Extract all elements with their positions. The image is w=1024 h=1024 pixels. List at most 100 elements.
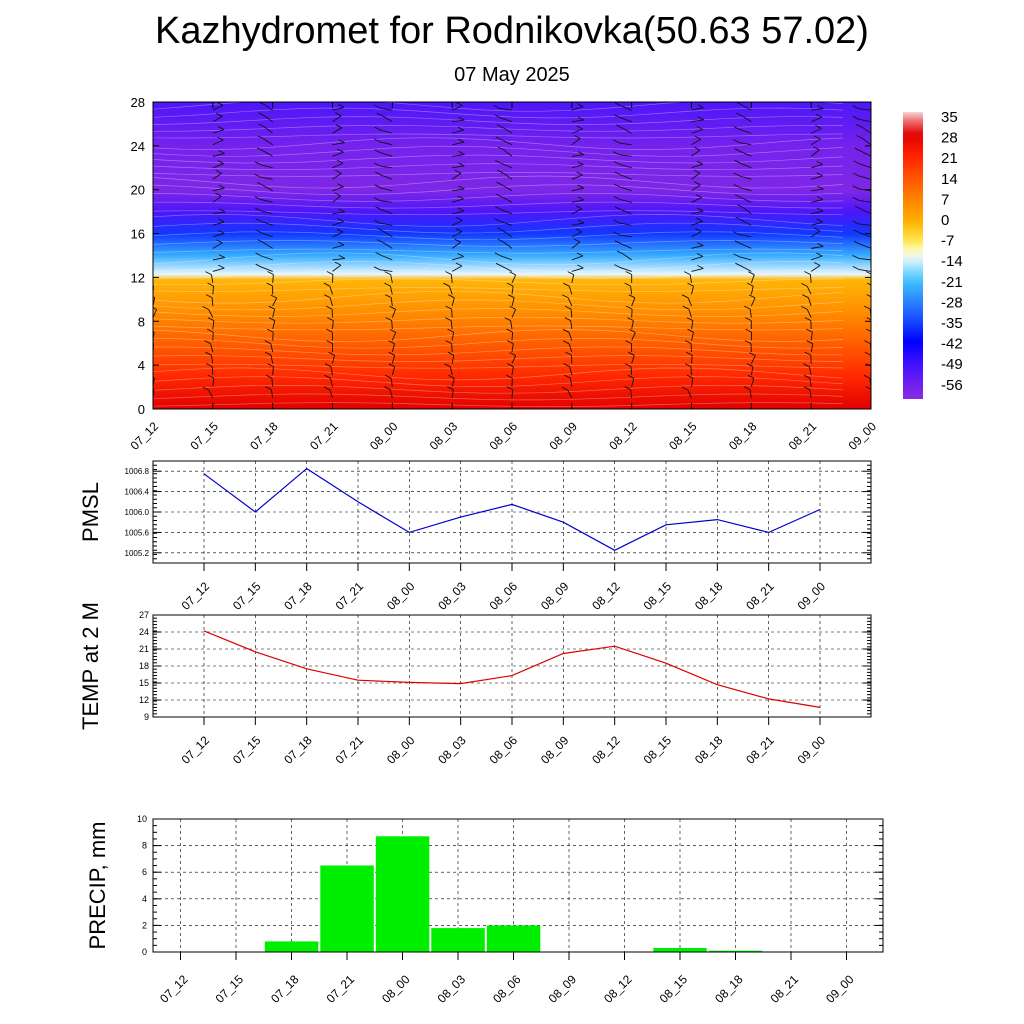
- y-tick-label: 2: [142, 920, 147, 930]
- wind-barb: [388, 340, 395, 353]
- contour-line: [153, 240, 844, 247]
- wind-barb: [509, 271, 517, 284]
- wind-barb: [257, 112, 273, 123]
- wind-barb: [256, 181, 273, 192]
- wind-barb: [212, 264, 225, 272]
- wind-barb: [254, 207, 273, 215]
- y-tick-label: 8: [142, 841, 147, 851]
- x-tick-label: 08_03: [435, 733, 469, 767]
- wind-barb: [810, 135, 821, 146]
- wind-barb: [743, 386, 752, 399]
- wind-barb: [613, 139, 632, 146]
- wind-barb: [153, 357, 154, 364]
- colorbar-strip: [903, 112, 923, 399]
- wind-barb: [614, 206, 632, 215]
- wind-barb: [384, 271, 393, 283]
- wind-barb: [866, 282, 871, 295]
- wind-barb: [732, 231, 752, 238]
- x-tick-label: 07_12: [179, 579, 213, 613]
- wind-barb: [810, 125, 822, 134]
- precip-chart: 0 2 4 6 8 10 07_12 07_15 07_18 07_21 08_00 08_03 08_…: [85, 814, 884, 1006]
- wind-barb: [614, 102, 632, 111]
- wind-barb: [563, 282, 573, 295]
- wind-barb: [254, 173, 273, 180]
- y-tick-label: 18: [139, 661, 149, 671]
- x-tick-label: 07_21: [333, 579, 367, 613]
- wind-barb: [255, 218, 273, 226]
- x-tick-label: 08_21: [743, 733, 777, 767]
- contour-line: [153, 116, 844, 125]
- wind-barb: [332, 112, 342, 123]
- wind-barb: [452, 162, 465, 169]
- precip-bar: [431, 928, 485, 952]
- wind-barb: [373, 219, 393, 226]
- wind-barb: [332, 124, 343, 134]
- wind-barb: [801, 282, 812, 295]
- wind-barb: [265, 386, 274, 399]
- x-tick-label: 09_00: [795, 733, 829, 767]
- contour-line: [153, 193, 844, 202]
- contour-line: [153, 163, 844, 171]
- colorbar-label: 7: [941, 191, 949, 208]
- wind-barb: [384, 282, 393, 295]
- wind-barb: [451, 262, 463, 272]
- wind-barb: [629, 329, 636, 341]
- wind-barb: [852, 115, 871, 123]
- wind-barb: [734, 159, 752, 169]
- wind-barb: [212, 150, 225, 157]
- wind-barb: [332, 218, 344, 226]
- wind-barb: [806, 340, 814, 353]
- wind-barb: [212, 218, 225, 226]
- wind-barb: [495, 136, 513, 146]
- wind-barb: [495, 193, 513, 203]
- wind-barb: [207, 374, 215, 387]
- wind-barb: [810, 113, 823, 123]
- wind-barb: [855, 123, 871, 134]
- wind-barb: [493, 104, 513, 111]
- wind-barb: [452, 126, 465, 134]
- wind-barb: [451, 228, 463, 238]
- wind-barb: [691, 264, 704, 272]
- contour-line: [153, 308, 844, 317]
- y-tick-label: 4: [138, 358, 145, 373]
- colorbar-label: -42: [941, 336, 963, 353]
- y-tick-label: 1006.8: [125, 467, 150, 476]
- wind-barb: [562, 294, 573, 307]
- wind-barb: [376, 112, 393, 123]
- precip-bar: [486, 925, 541, 952]
- wind-barb: [268, 317, 276, 330]
- wind-barb: [445, 340, 453, 353]
- wind-barb: [324, 374, 333, 387]
- wind-barb: [332, 139, 345, 146]
- wind-barb: [153, 307, 158, 318]
- wind-barb: [451, 169, 462, 180]
- page-title: Kazhydromet for Rodnikovka(50.63 57.02): [155, 10, 869, 52]
- wind-barb: [564, 317, 573, 330]
- precip-bar: [375, 836, 430, 952]
- wind-barb: [571, 116, 585, 123]
- wind-barb: [687, 328, 694, 341]
- wind-barb: [495, 262, 513, 272]
- wind-barb: [497, 146, 513, 157]
- wind-barb: [212, 112, 223, 123]
- x-tick-label: 08_15: [641, 579, 675, 613]
- wind-barb: [802, 294, 812, 307]
- y-tick-label: 6: [142, 867, 147, 877]
- wind-barb: [447, 328, 455, 341]
- x-tick-label: 08_00: [384, 579, 418, 613]
- x-tick-label: 08_12: [589, 733, 623, 767]
- y-tick-label: 1005.6: [125, 528, 150, 537]
- wind-barb: [733, 172, 752, 180]
- wind-barb: [323, 386, 333, 399]
- y-tick-label: 8: [138, 314, 145, 329]
- x-tick-label: 08_18: [712, 972, 746, 1006]
- wind-barb: [681, 386, 692, 399]
- wind-barb: [865, 271, 871, 283]
- wind-barb: [691, 169, 701, 180]
- contour-line: [153, 346, 843, 356]
- wind-barb: [205, 351, 214, 364]
- wind-barb: [571, 196, 585, 203]
- wind-barb: [323, 282, 333, 295]
- colorbar-label: -14: [941, 253, 963, 270]
- wind-barb: [452, 185, 465, 192]
